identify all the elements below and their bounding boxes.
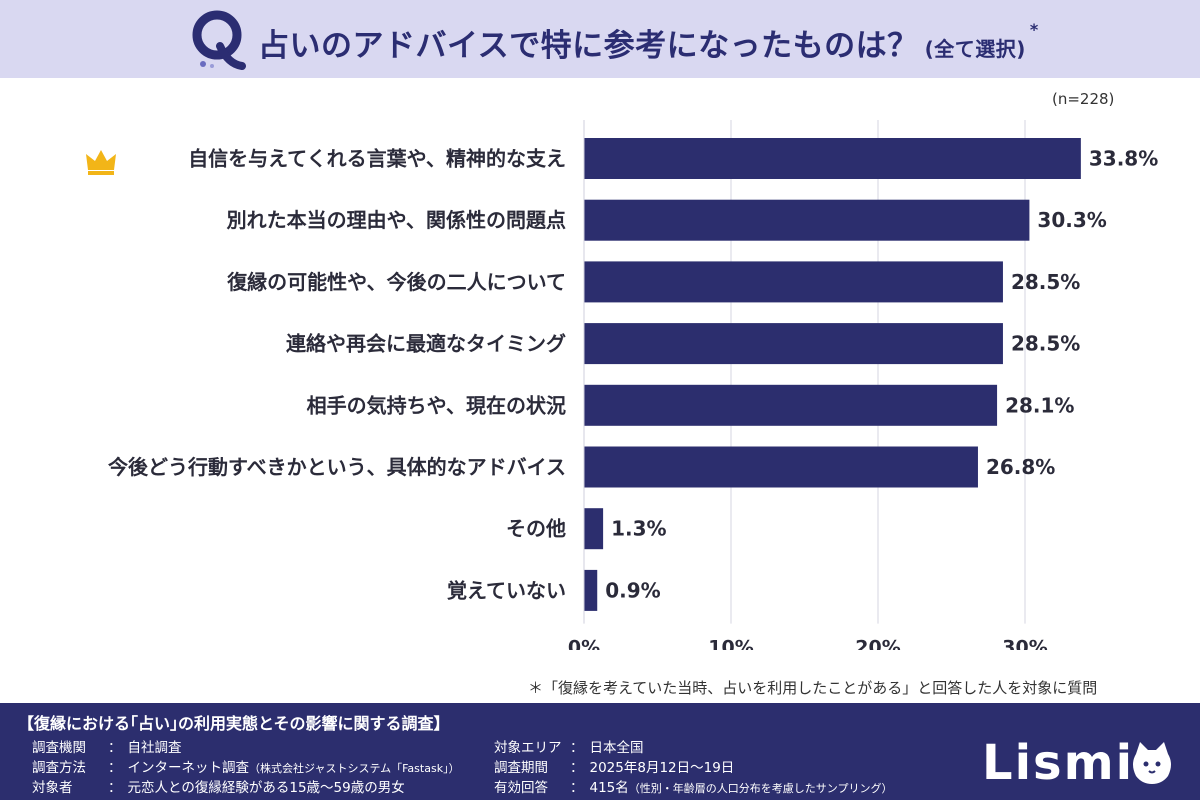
- bar: [584, 138, 1081, 179]
- value-label: 0.9%: [605, 578, 660, 602]
- sample-size-label: (n=228): [1052, 90, 1115, 108]
- info-value: インターネット調査: [127, 760, 250, 776]
- info-row-method: 調査方法 ： インターネット調査（株式会社ジャストシステム「Fastask」）: [32, 756, 460, 776]
- value-label: 33.8%: [1089, 147, 1158, 171]
- value-label: 1.3%: [611, 517, 666, 541]
- title-note-mark: *: [1029, 20, 1039, 39]
- category-label: 今後どう行動すべきかという、具体的なアドバイス: [108, 455, 566, 479]
- info-separator: ：: [570, 740, 584, 756]
- value-label: 26.8%: [986, 455, 1055, 479]
- category-label: 覚えていない: [447, 578, 566, 602]
- info-row-period: 調査期間 ： 2025年8月12日〜19日: [494, 756, 734, 776]
- x-tick-label: 30%: [1002, 637, 1047, 650]
- value-label: 28.5%: [1011, 270, 1080, 294]
- info-value: 415名: [589, 780, 629, 796]
- info-key: 対象エリア: [494, 740, 562, 756]
- info-row-agency: 調査機関 ： 自社調査: [32, 736, 182, 756]
- category-label: その他: [506, 517, 566, 541]
- info-row-area: 対象エリア ： 日本全国: [494, 736, 644, 756]
- x-tick-label: 0%: [568, 637, 600, 650]
- category-label: 連絡や再会に最適なタイミング: [286, 332, 566, 356]
- info-key: 調査機関: [32, 740, 86, 756]
- category-label: 相手の気持ちや、現在の状況: [307, 393, 566, 417]
- info-key: 調査方法: [32, 760, 86, 776]
- info-value: 2025年8月12日〜19日: [589, 760, 735, 776]
- bar: [584, 446, 978, 488]
- bar: [584, 384, 998, 426]
- info-key: 対象者: [32, 780, 73, 796]
- info-value: 自社調査: [127, 740, 182, 756]
- info-row-responses: 有効回答 ： 415名（性別・年齢層の人口分布を考慮したサンプリング）: [494, 776, 892, 796]
- info-value: 元恋人との復縁経験がある15歳〜59歳の男女: [127, 780, 405, 796]
- x-tick-label: 10%: [708, 637, 753, 650]
- survey-info-footer: 【復縁における｢占い｣の利用実態とその影響に関する調査】 調査機関 ： 自社調査 調…: [0, 703, 1200, 800]
- crown-icon: [86, 150, 116, 175]
- footnote: ＊「復縁を考えていた当時、占いを利用したことがある」と回答した人を対象に質問: [528, 679, 1098, 697]
- bar: [584, 323, 1003, 365]
- header-banner: 占いのアドバイスで特に参考になったものは？ (全て選択)*: [0, 0, 1200, 78]
- brand-logo: Lismi: [982, 735, 1135, 791]
- q-letter-icon: [192, 10, 246, 70]
- info-value: 日本全国: [589, 740, 644, 756]
- bar: [584, 569, 598, 611]
- info-separator: ：: [108, 740, 122, 756]
- bar: [584, 261, 1003, 303]
- category-label: 自信を与えてくれる言葉や、精神的な支え: [188, 147, 566, 171]
- info-note: （性別・年齢層の人口分布を考慮したサンプリング）: [628, 782, 893, 795]
- x-tick-label: 20%: [855, 637, 900, 650]
- info-key: 有効回答: [494, 780, 548, 796]
- info-separator: ：: [570, 760, 584, 776]
- info-note: （株式会社ジャストシステム「Fastask」）: [249, 762, 460, 775]
- category-label: 別れた本当の理由や、関係性の問題点: [227, 208, 566, 232]
- value-label: 28.1%: [1005, 393, 1074, 417]
- info-separator: ：: [570, 780, 584, 796]
- value-label: 28.5%: [1011, 332, 1080, 356]
- category-label: 復縁の可能性や、今後の二人について: [226, 270, 566, 294]
- title-suffix: (全て選択): [924, 37, 1026, 61]
- info-key: 調査期間: [494, 760, 548, 776]
- bar: [584, 199, 1030, 241]
- title-main: 占いのアドバイスで特に参考になったものは？: [258, 28, 919, 64]
- survey-title: 【復縁における｢占い｣の利用実態とその影響に関する調査】: [18, 714, 450, 733]
- bar: [584, 508, 604, 550]
- cat-mascot-icon: [1133, 742, 1171, 784]
- bar-chart: 33.8% 自信を与えてくれる言葉や、精神的な支え 30.3% 別れた本当の理由や、関…: [86, 120, 1158, 650]
- info-separator: ：: [108, 780, 122, 796]
- info-separator: ：: [108, 760, 122, 776]
- info-row-target: 対象者 ： 元恋人との復縁経験がある15歳〜59歳の男女: [32, 776, 405, 796]
- page-title: 占いのアドバイスで特に参考になったものは？ (全て選択)*: [258, 20, 1039, 65]
- value-label: 30.3%: [1037, 208, 1106, 232]
